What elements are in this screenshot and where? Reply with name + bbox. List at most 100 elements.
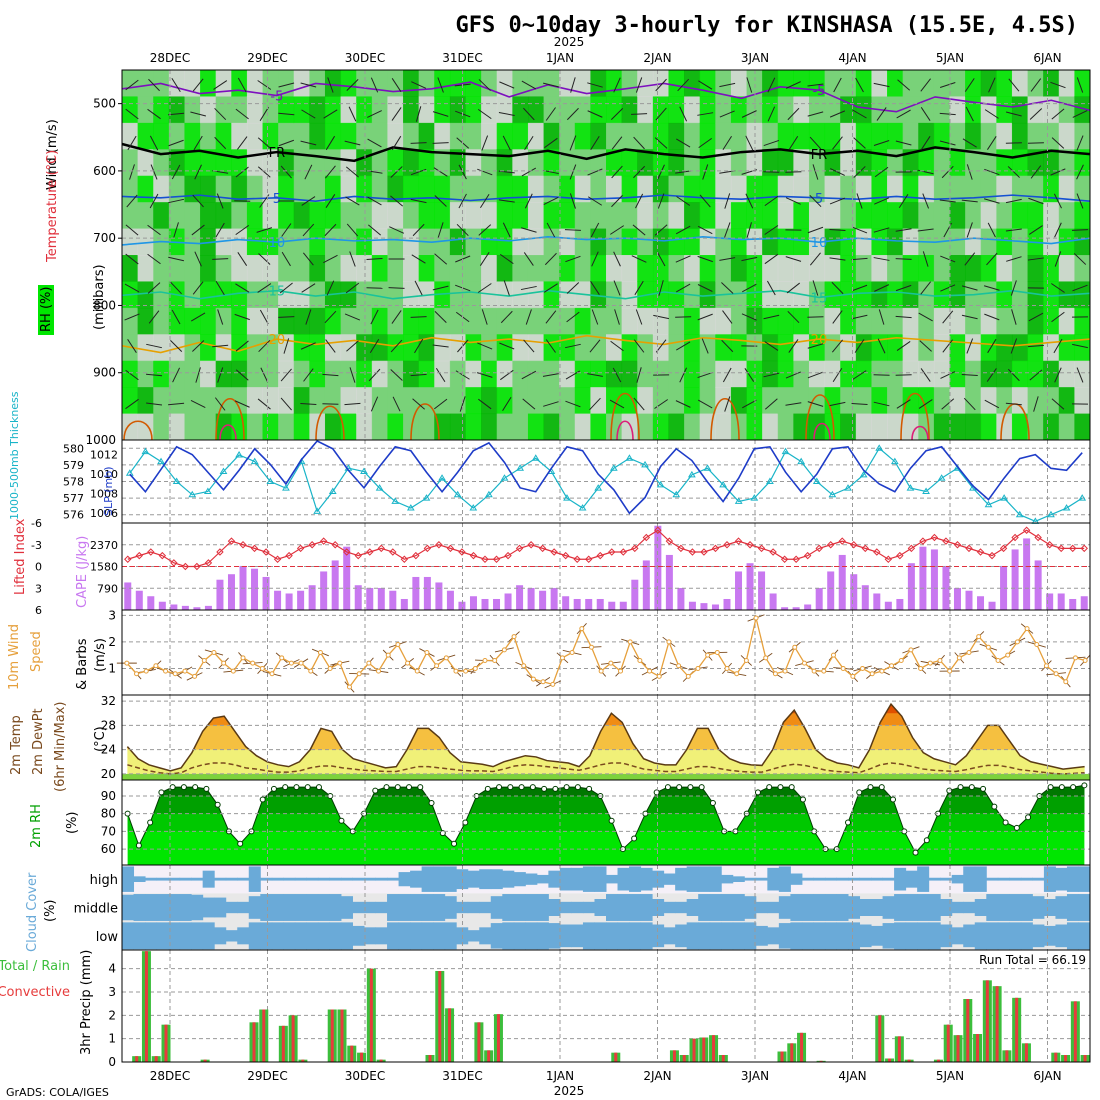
cloud-middle-cell (675, 901, 688, 914)
rh-cell (762, 334, 779, 362)
wind-barb (807, 401, 824, 407)
rh-cell (434, 255, 451, 282)
wind-barb (235, 283, 250, 293)
side-label-slp: SLP (mb) (102, 466, 115, 516)
cloud-high-cell (813, 877, 826, 881)
cloud-low-cell (744, 922, 757, 950)
rh-cell (293, 387, 310, 415)
wind-speed-line-point (666, 639, 672, 645)
cloud-middle-cell (986, 894, 999, 921)
cloud-high-cell (237, 877, 250, 881)
rh-cell (824, 122, 841, 150)
wind-barb (633, 397, 645, 411)
thickness-line-point (375, 484, 384, 491)
wind-speed-line-point (840, 665, 846, 671)
rh-cell (418, 307, 435, 335)
rh2m-point (968, 784, 975, 791)
li-point (746, 541, 754, 549)
cape-bar (193, 607, 201, 610)
rh-cell (184, 96, 201, 124)
cloud-middle-cell (525, 894, 538, 921)
rh-cell (652, 307, 669, 335)
rh-cell (324, 387, 342, 415)
rh-cell (1074, 96, 1091, 124)
wind-barb (613, 251, 621, 267)
li-line (127, 529, 1085, 568)
wind-barb (523, 339, 535, 353)
cloud-high-cell (986, 877, 999, 881)
rh-cell (481, 96, 498, 124)
cape-bar (711, 604, 719, 610)
wind-speed-line-point (743, 657, 749, 663)
wind-barb (456, 223, 469, 237)
cloud-low-cell (352, 925, 365, 946)
rh-cell (746, 96, 763, 124)
wind-barb (346, 340, 359, 352)
rh-cell (434, 96, 451, 124)
cloud-low-cell (398, 922, 411, 950)
rh-cell (449, 175, 466, 203)
rh-cell (1027, 149, 1044, 177)
isotherm-25-loop (315, 405, 345, 441)
wind-barb (391, 78, 402, 92)
rh-cell (808, 149, 826, 177)
rh-cell (496, 413, 513, 441)
rh-cell (153, 122, 170, 150)
rh-cell (808, 281, 826, 309)
rh-cell (887, 281, 904, 309)
li-point (907, 544, 916, 553)
rh-cell (933, 281, 950, 309)
wind-barb (544, 252, 557, 266)
wind-barb (280, 397, 292, 411)
rh-cell (496, 70, 513, 97)
wind-speed-line-point (889, 663, 895, 669)
li-point (965, 544, 973, 553)
rh-cell (449, 360, 466, 388)
date-label-bottom: 4JAN (838, 1069, 866, 1083)
wind-barb (369, 338, 380, 354)
precip-convective-bar (428, 1055, 432, 1062)
rh-cell (606, 281, 623, 309)
wind-speed-line-point (201, 657, 207, 663)
rh-cell (168, 70, 185, 97)
rh-cell (965, 122, 982, 150)
wind-speed-line-point (627, 639, 633, 645)
rh-cell (902, 360, 919, 388)
thickness-line-point (391, 497, 400, 504)
cloud-low-cell (1020, 922, 1033, 950)
wind-barb (635, 77, 643, 93)
li-point (561, 551, 570, 560)
rh-cell (1074, 175, 1091, 203)
wind-barb (986, 368, 997, 382)
rh-cell (793, 175, 810, 203)
side-label-cape: CAPE (J/kg) (75, 536, 90, 608)
cloud-low-cell (467, 930, 480, 942)
rh-cell (902, 281, 919, 309)
wind-barb (1051, 137, 1065, 149)
rh-cell (559, 122, 576, 150)
rh-cell (278, 413, 295, 441)
wind-barb (963, 397, 976, 411)
wind-barb (390, 339, 403, 353)
cloud-low-cell (871, 925, 884, 946)
wind-barb (697, 371, 713, 379)
wind-barb (1027, 257, 1044, 261)
rh-cell (122, 228, 139, 256)
rh-cell (871, 149, 888, 177)
wind-barb (788, 135, 799, 151)
wind-barb (437, 77, 444, 93)
wind-barb (785, 197, 801, 205)
rh-cell (309, 307, 326, 335)
rh-cell (996, 413, 1013, 441)
wind-barb (344, 313, 361, 321)
rh-cell (808, 175, 826, 203)
wind-barb (830, 168, 845, 176)
rh-cell (512, 228, 529, 256)
cloud-high-cell (617, 867, 630, 891)
rh-cell (449, 281, 466, 309)
wind-barb (767, 77, 776, 93)
wind-speed-line-point (1063, 679, 1069, 685)
cloud-low-cell (490, 923, 503, 949)
rh2m-point (574, 784, 581, 791)
wind-barb (1010, 338, 1018, 354)
